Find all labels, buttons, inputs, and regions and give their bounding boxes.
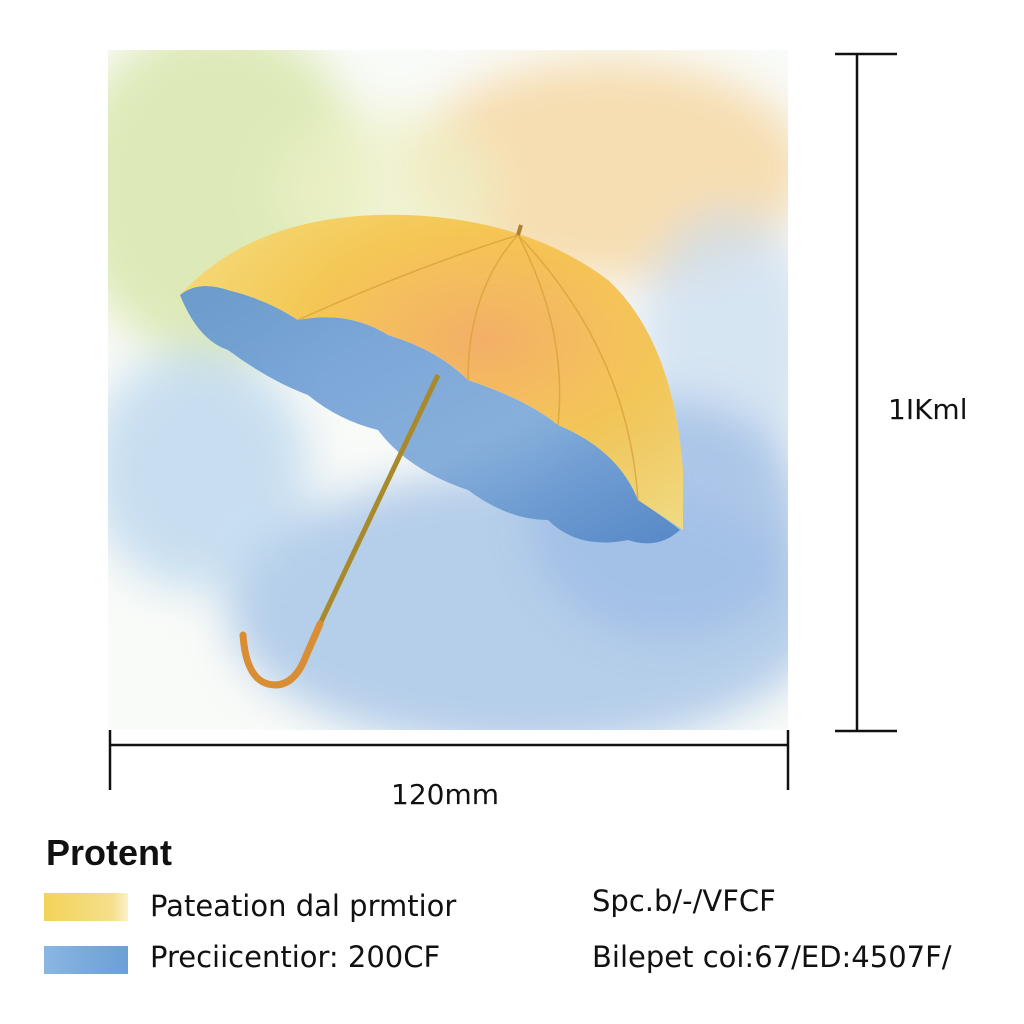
height-label: 1IKml xyxy=(888,393,968,426)
umbrella xyxy=(180,214,683,689)
legend-title: Protent xyxy=(46,832,172,873)
legend-swatch-blue xyxy=(44,946,128,974)
legend-item-detail: Bilepet coi:67/ED:4507F/ xyxy=(592,940,952,974)
width-label: 120mm xyxy=(391,778,499,811)
legend-item-label: Pateation dal prmtior xyxy=(150,889,457,923)
umbrella-watercolor-illustration xyxy=(108,50,788,730)
legend-item-detail: Spc.b/-/VFCF xyxy=(592,884,776,918)
legend-swatch-yellow xyxy=(44,893,128,921)
legend-item-label: Preciicentior: 200CF xyxy=(150,940,441,974)
